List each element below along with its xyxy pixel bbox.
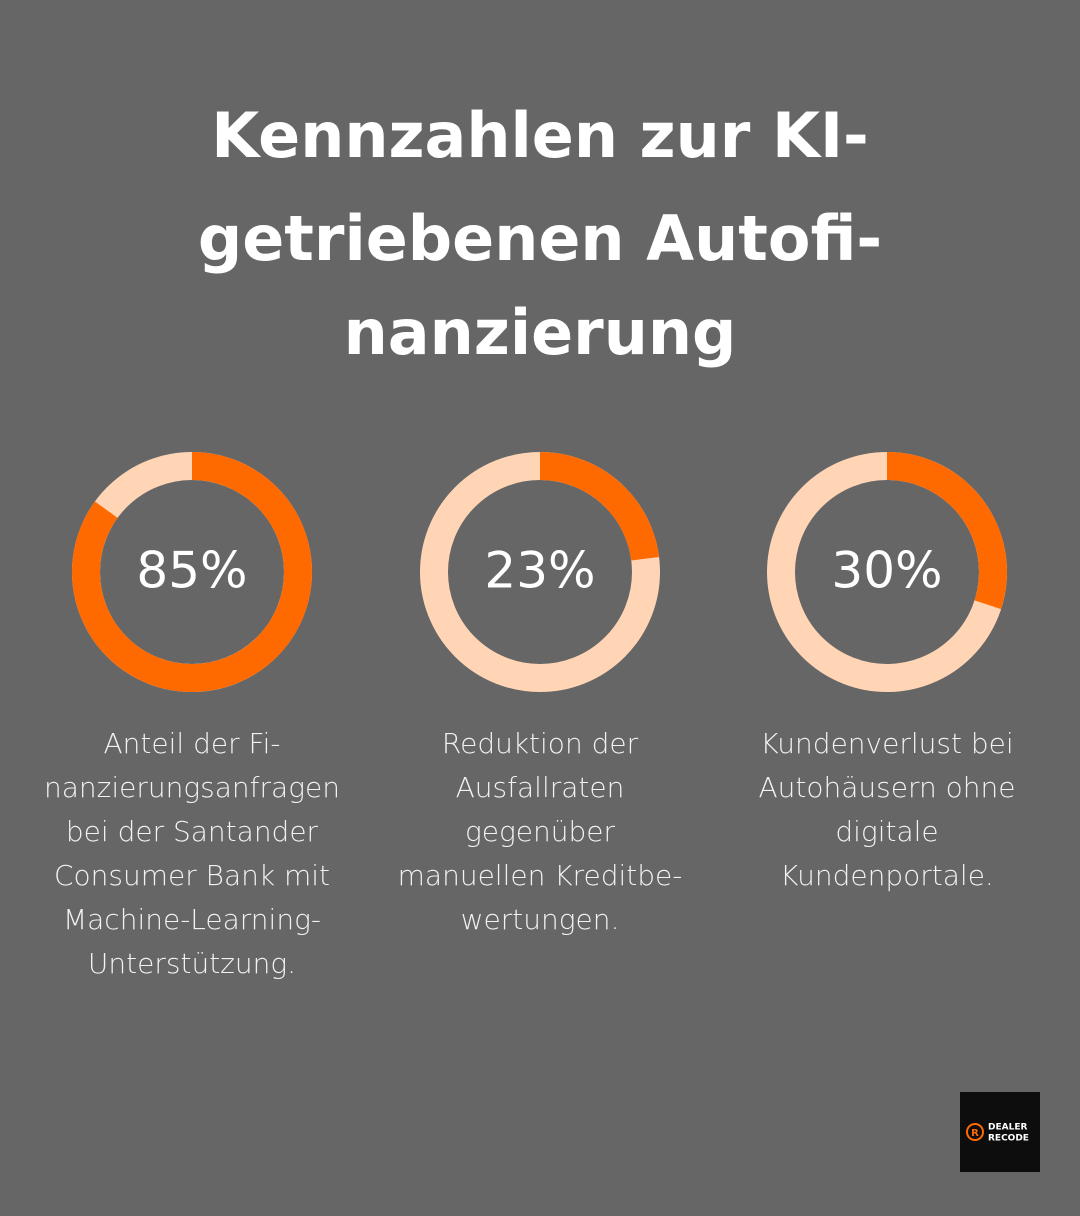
value-label: 23% <box>484 542 595 600</box>
caption-line: nanzierungsanfragen <box>44 771 340 804</box>
logo-text: DEALER <box>988 1123 1027 1133</box>
caption-line: gegenüber <box>465 815 616 848</box>
caption-line: digitale <box>835 815 938 848</box>
caption-line: bei der Santander <box>66 815 319 848</box>
title-line: nanzierung <box>344 296 737 369</box>
value-label: 85% <box>136 542 247 600</box>
logo-text: RECODE <box>988 1134 1029 1144</box>
caption-line: Anteil der Fi- <box>104 727 281 760</box>
caption-line: Kundenportale. <box>780 859 994 892</box>
donut-arc <box>886 452 1007 610</box>
caption-line: Unterstützung. <box>88 947 296 980</box>
logo-box <box>960 1092 1040 1172</box>
caption-line: Kundenverlust bei <box>760 727 1013 760</box>
donut-arc <box>539 452 660 561</box>
caption-line: Ausfallraten <box>456 771 625 804</box>
title-line: getriebenen Autofi- <box>198 202 882 275</box>
value-label: 30% <box>831 542 942 600</box>
caption-line: wertungen. <box>461 903 620 936</box>
logo-icon: R <box>971 1128 979 1139</box>
caption-line: Autohäusern ohne <box>759 771 1016 804</box>
logo-ring <box>966 1123 984 1141</box>
caption-line: Machine-Learning- <box>63 903 321 936</box>
charts: 85% Anteil der Fi-nanzierungsanfragen bei … <box>44 452 1016 980</box>
caption-line: Consumer Bank mit <box>54 859 330 892</box>
title: Kennzahlen zur KI-getriebenen Autofi-nan… <box>198 99 882 369</box>
caption-line: Reduktion der <box>442 727 639 760</box>
title-line: Kennzahlen zur KI- <box>211 99 869 172</box>
donut-arc <box>72 452 312 692</box>
caption-line: manuellen Kreditbe- <box>398 859 683 892</box>
